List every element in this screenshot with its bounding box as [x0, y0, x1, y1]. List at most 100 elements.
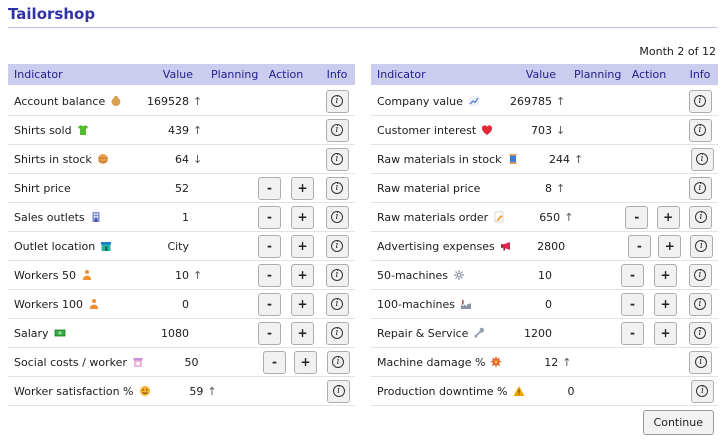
- info-button[interactable]: i: [325, 176, 349, 200]
- indicator-value: 10: [538, 268, 552, 282]
- info-button[interactable]: i: [326, 350, 350, 374]
- decrease-button[interactable]: -: [262, 350, 286, 374]
- info-icon: i: [331, 211, 343, 223]
- indicator-label: Raw material price: [377, 181, 481, 195]
- info-icon: i: [332, 356, 345, 368]
- decrease-button[interactable]: -: [625, 205, 649, 229]
- info-button[interactable]: i: [688, 263, 712, 287]
- indicator-value: 10: [175, 268, 189, 282]
- increase-button[interactable]: +: [291, 176, 314, 200]
- info-button[interactable]: i: [689, 205, 713, 229]
- indicator-label: Outlet location: [14, 239, 96, 253]
- info-button[interactable]: i: [325, 89, 349, 113]
- decrease-button[interactable]: -: [258, 292, 281, 316]
- table-row: Worker satisfaction % 59 ↑ - + i: [8, 377, 355, 406]
- table-body: Company value 269785 ↑ - + i Customer in…: [371, 87, 718, 406]
- info-button[interactable]: i: [690, 147, 714, 171]
- trend-up-arrow-icon: ↑: [193, 94, 203, 108]
- increase-button[interactable]: +: [654, 321, 677, 345]
- info-icon: i: [696, 153, 709, 165]
- increase-button[interactable]: +: [656, 205, 680, 229]
- banknote-icon: [54, 327, 66, 339]
- info-button[interactable]: i: [690, 379, 714, 403]
- info-icon: i: [694, 269, 706, 281]
- decrease-button[interactable]: -: [258, 263, 281, 287]
- indicator-value: 269785: [510, 94, 552, 108]
- info-button[interactable]: i: [325, 118, 349, 142]
- table-row: Workers 100 0 - + i: [8, 290, 355, 319]
- yarn-ball-icon: [97, 153, 109, 165]
- table-row: Advertising expenses 2800 - + i: [371, 232, 718, 261]
- indicator-label: Customer interest: [377, 123, 477, 137]
- indicator-label: Company value: [377, 94, 463, 108]
- indicator-label: Advertising expenses: [377, 239, 495, 253]
- indicator-label: Account balance: [14, 94, 106, 108]
- table-row: Shirts sold 439 ↑ - + i: [8, 116, 355, 145]
- indicator-value: 50: [184, 355, 199, 369]
- info-button[interactable]: i: [689, 350, 713, 374]
- trend-up-arrow-icon: ↑: [193, 268, 203, 282]
- indicator-label: Production downtime %: [377, 384, 508, 398]
- factory-icon: [460, 298, 472, 310]
- decrease-button[interactable]: -: [258, 205, 281, 229]
- info-button[interactable]: i: [325, 321, 349, 345]
- decrease-button[interactable]: -: [621, 321, 644, 345]
- megaphone-icon: [500, 240, 512, 252]
- indicator-value: 0: [182, 297, 189, 311]
- info-icon: i: [694, 211, 707, 223]
- table-row: Social costs / worker 50 - + i: [8, 348, 355, 377]
- increase-button[interactable]: +: [654, 292, 677, 316]
- indicator-label: Salary: [14, 326, 49, 340]
- info-button[interactable]: i: [325, 234, 349, 258]
- info-button[interactable]: i: [325, 147, 349, 171]
- decrease-button[interactable]: -: [258, 176, 281, 200]
- increase-button[interactable]: +: [654, 263, 677, 287]
- info-icon: i: [694, 95, 706, 107]
- increase-button[interactable]: +: [294, 350, 318, 374]
- table-row: Raw material price 8 ↑ - + i: [371, 174, 718, 203]
- info-button[interactable]: i: [327, 379, 351, 403]
- info-button[interactable]: i: [325, 292, 349, 316]
- table-body: Account balance 169528 ↑ - + i Shirts so…: [8, 87, 355, 406]
- info-button[interactable]: i: [325, 263, 349, 287]
- info-icon: i: [331, 269, 343, 281]
- increase-button[interactable]: +: [291, 205, 314, 229]
- indicator-label: Shirts in stock: [14, 152, 92, 166]
- increase-button[interactable]: +: [291, 292, 314, 316]
- info-button[interactable]: i: [689, 234, 713, 258]
- tshirt-icon: [77, 124, 89, 136]
- trend-down-arrow-icon: ↓: [556, 123, 566, 137]
- indicator-label: 50-machines: [377, 268, 448, 282]
- info-icon: i: [332, 385, 345, 397]
- indicator-value: 12: [544, 355, 559, 369]
- decrease-button[interactable]: -: [258, 321, 281, 345]
- info-button[interactable]: i: [688, 292, 712, 316]
- continue-button[interactable]: Continue: [642, 410, 714, 435]
- info-icon: i: [694, 356, 707, 368]
- table-row: Outlet location City - + i: [8, 232, 355, 261]
- decrease-button[interactable]: -: [258, 234, 281, 258]
- decrease-button[interactable]: -: [621, 263, 644, 287]
- increase-button[interactable]: +: [291, 263, 314, 287]
- info-button[interactable]: i: [325, 205, 349, 229]
- table-row: Shirt price 52 - + i: [8, 174, 355, 203]
- indicator-value: 8: [545, 181, 552, 195]
- info-button[interactable]: i: [688, 89, 712, 113]
- indicator-label: 100-machines: [377, 297, 455, 311]
- decrease-button[interactable]: -: [621, 292, 644, 316]
- info-button[interactable]: i: [688, 176, 712, 200]
- info-button[interactable]: i: [688, 321, 712, 345]
- table-row: Salary 1080 - + i: [8, 319, 355, 348]
- decrease-button[interactable]: -: [627, 234, 651, 258]
- increase-button[interactable]: +: [658, 234, 682, 258]
- indicators-table-left: Indicator Value Planning Action Info Acc…: [8, 64, 355, 406]
- heart-icon: [481, 124, 493, 136]
- increase-button[interactable]: +: [291, 234, 314, 258]
- increase-button[interactable]: +: [291, 321, 314, 345]
- info-icon: i: [331, 124, 343, 136]
- indicator-value: 1200: [524, 326, 552, 340]
- page-title: Tailorshop: [8, 5, 96, 23]
- info-button[interactable]: i: [688, 118, 712, 142]
- column-header-info: Info: [689, 68, 711, 81]
- table-row: 50-machines 10 - + i: [371, 261, 718, 290]
